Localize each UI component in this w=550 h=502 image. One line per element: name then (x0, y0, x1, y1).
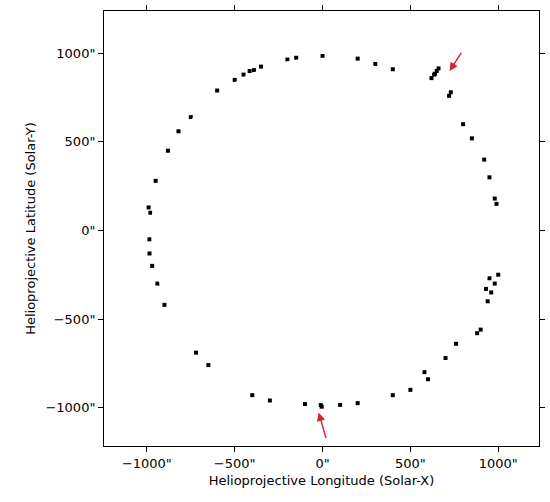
svg-text:Helioprojective Latitude (Sola: Helioprojective Latitude (Solar-Y) (23, 122, 38, 335)
svg-text:500": 500" (65, 134, 96, 149)
svg-text:1000": 1000" (56, 46, 95, 61)
svg-text:−500": −500" (214, 456, 256, 471)
svg-text:Helioprojective Longitude (Sol: Helioprojective Longitude (Solar-X) (209, 473, 435, 488)
svg-text:1000": 1000" (479, 456, 518, 471)
svg-text:0": 0" (315, 456, 329, 471)
svg-text:0": 0" (81, 223, 95, 238)
svg-text:−1000": −1000" (122, 456, 172, 471)
svg-text:−500": −500" (54, 312, 96, 327)
svg-text:−1000": −1000" (45, 400, 95, 415)
svg-text:500": 500" (395, 456, 426, 471)
